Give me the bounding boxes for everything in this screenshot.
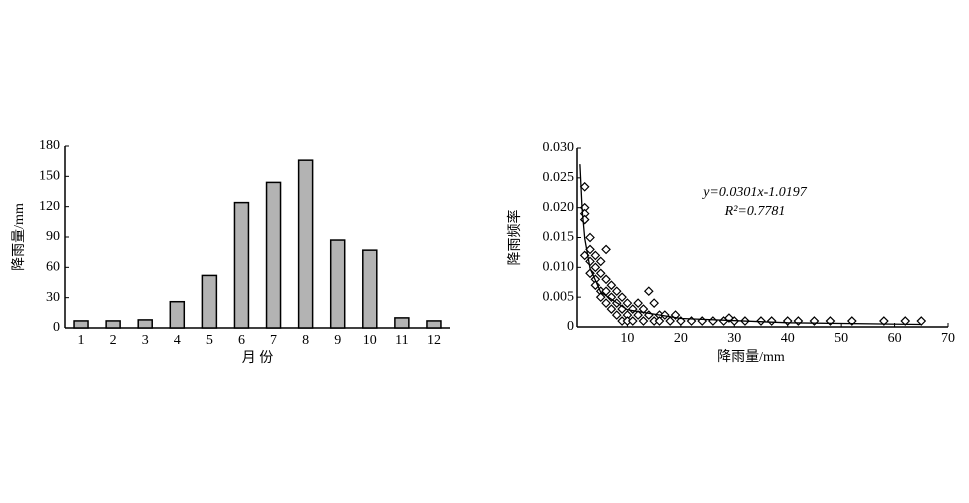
x-axis-label: 月 份 bbox=[242, 350, 274, 366]
point bbox=[879, 316, 889, 326]
x-axis-label: 降雨量/mm bbox=[717, 349, 785, 365]
point bbox=[579, 214, 590, 225]
y-tick-label: 90 bbox=[46, 229, 60, 244]
x-tick-label: 60 bbox=[888, 331, 902, 346]
point bbox=[601, 244, 611, 255]
bar bbox=[265, 181, 282, 329]
x-tick-label: 3 bbox=[142, 333, 149, 348]
x-tick-label: 8 bbox=[302, 333, 309, 348]
point bbox=[595, 292, 606, 303]
point bbox=[708, 316, 718, 326]
y-tick-label: 0 bbox=[53, 320, 60, 335]
bar bbox=[201, 274, 218, 329]
point bbox=[900, 316, 911, 326]
x-tick-label: 9 bbox=[334, 333, 341, 348]
point bbox=[601, 298, 611, 308]
x-tick-label: 70 bbox=[941, 331, 955, 346]
point bbox=[659, 310, 670, 320]
point bbox=[756, 316, 766, 326]
point bbox=[595, 256, 606, 267]
point bbox=[638, 304, 649, 314]
y-tick-label: 0 bbox=[567, 319, 574, 334]
point bbox=[585, 256, 595, 267]
y-axis-label: 降雨频率 bbox=[506, 210, 523, 266]
point bbox=[627, 304, 638, 314]
x-tick-label: 10 bbox=[363, 333, 377, 348]
annotation: R²=0.7781 bbox=[724, 204, 786, 219]
point bbox=[766, 316, 777, 326]
x-tick-label: 40 bbox=[781, 331, 795, 346]
point bbox=[782, 316, 793, 326]
y-tick-label: 0.020 bbox=[543, 200, 575, 215]
point bbox=[585, 232, 595, 243]
x-tick-label: 2 bbox=[110, 333, 117, 348]
point bbox=[654, 316, 665, 326]
point bbox=[633, 298, 643, 308]
y-tick-label: 0.010 bbox=[543, 260, 575, 275]
point bbox=[793, 316, 804, 326]
x-tick-label: 1 bbox=[78, 333, 85, 348]
point bbox=[665, 316, 676, 326]
point bbox=[697, 316, 708, 326]
point bbox=[627, 316, 638, 326]
point bbox=[611, 310, 622, 320]
point bbox=[670, 310, 681, 320]
annotation: y=0.0301x-1.0197 bbox=[701, 185, 808, 200]
point bbox=[601, 274, 611, 285]
x-tick-label: 30 bbox=[727, 331, 741, 346]
y-axis-label: 降雨量/mm bbox=[11, 203, 27, 271]
point bbox=[590, 262, 601, 273]
point bbox=[606, 280, 617, 291]
point bbox=[606, 292, 617, 303]
y-tick-label: 0.015 bbox=[543, 230, 575, 245]
x-tick-label: 10 bbox=[620, 331, 634, 346]
bar bbox=[137, 319, 153, 329]
point bbox=[633, 310, 643, 320]
point bbox=[595, 268, 606, 279]
x-tick-label: 7 bbox=[270, 333, 277, 348]
bar bbox=[329, 239, 346, 329]
fit-curve bbox=[579, 164, 922, 326]
y-tick-label: 120 bbox=[39, 199, 60, 214]
y-tick-label: 180 bbox=[39, 138, 60, 153]
x-tick-label: 11 bbox=[395, 333, 408, 348]
bar bbox=[169, 300, 186, 329]
y-tick-label: 0.030 bbox=[543, 140, 575, 155]
bar bbox=[297, 159, 314, 329]
bar bbox=[394, 317, 410, 329]
point bbox=[579, 181, 590, 192]
point bbox=[638, 316, 649, 326]
x-tick-label: 4 bbox=[174, 333, 181, 348]
point bbox=[606, 304, 617, 314]
x-tick-label: 20 bbox=[674, 331, 688, 346]
y-tick-label: 30 bbox=[46, 290, 60, 305]
point bbox=[585, 268, 595, 279]
point bbox=[916, 316, 927, 326]
bar bbox=[426, 320, 442, 329]
y-tick-label: 0.025 bbox=[543, 170, 575, 185]
y-tick-label: 60 bbox=[46, 260, 60, 275]
point bbox=[622, 298, 633, 308]
y-tick-label: 0.005 bbox=[543, 289, 575, 304]
x-tick-label: 6 bbox=[238, 333, 245, 348]
point bbox=[649, 298, 659, 308]
bar bbox=[73, 320, 89, 329]
point bbox=[617, 292, 627, 303]
point bbox=[643, 286, 654, 297]
x-tick-label: 5 bbox=[206, 333, 213, 348]
bar bbox=[362, 249, 378, 329]
point bbox=[611, 286, 622, 297]
point bbox=[585, 244, 595, 255]
x-tick-label: 50 bbox=[834, 331, 848, 346]
y-tick-label: 150 bbox=[39, 169, 60, 184]
point bbox=[676, 316, 686, 326]
x-tick-label: 12 bbox=[427, 333, 441, 348]
bar bbox=[233, 201, 250, 329]
bar bbox=[105, 320, 121, 329]
point bbox=[590, 250, 601, 261]
